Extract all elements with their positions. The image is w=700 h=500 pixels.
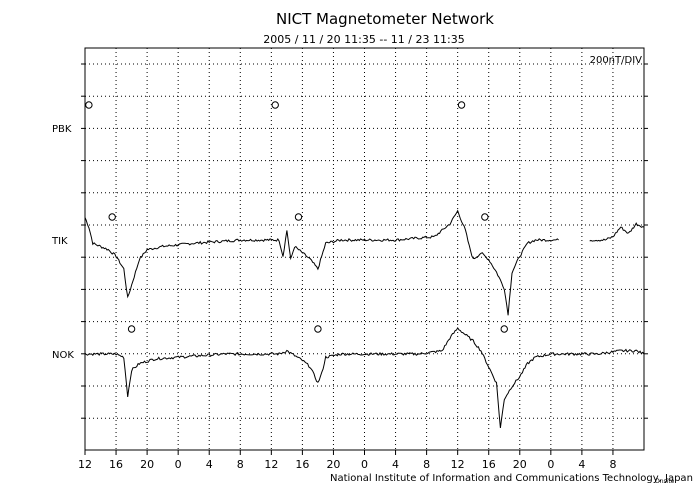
x-tick-label: 0 (175, 458, 182, 471)
chart-subtitle: 2005 / 11 / 20 11:35 -- 11 / 23 11:35 (263, 33, 465, 46)
station-label-tik: TIK (51, 236, 68, 247)
marker-nok (127, 325, 136, 333)
station-label-pbk: PBK (52, 124, 72, 135)
station-label-nok: NOK (52, 350, 74, 361)
marker-nok (314, 325, 322, 333)
x-tick-label: 8 (237, 458, 244, 471)
marker-tik (481, 213, 489, 221)
x-tick-label: 8 (609, 458, 616, 471)
x-tick-label: 20 (326, 458, 340, 471)
credit-tag: Onsite (655, 478, 675, 485)
x-tick-label: 12 (78, 458, 92, 471)
credit-text: National Institute of Information and Co… (330, 473, 693, 484)
series-line-tik (84, 209, 559, 316)
marker-pbk (271, 101, 279, 109)
marker-tik (108, 213, 116, 221)
x-tick-label: 20 (513, 458, 527, 471)
x-tick-label: 0 (361, 458, 368, 471)
x-tick-label: 20 (140, 458, 154, 471)
x-tick-label: 4 (206, 458, 213, 471)
marker-nok (500, 325, 508, 333)
series-line-tik-late (589, 222, 645, 242)
marker-pbk (85, 101, 93, 109)
x-tick-label: 16 (482, 458, 496, 471)
series-line-nok (84, 326, 645, 428)
x-tick-label: 8 (423, 458, 430, 471)
chart-title: NICT Magnetometer Network (275, 10, 494, 28)
x-tick-label: 16 (295, 458, 309, 471)
x-tick-label: 4 (392, 458, 399, 471)
marker-pbk (457, 101, 466, 109)
x-tick-label: 0 (547, 458, 554, 471)
scale-label: 200nT/DIV (589, 55, 642, 66)
x-tick-label: 4 (578, 458, 585, 471)
x-tick-label: 12 (451, 458, 465, 471)
marker-tik (294, 213, 303, 221)
x-tick-label: 16 (109, 458, 123, 471)
x-tick-label: 12 (264, 458, 278, 471)
